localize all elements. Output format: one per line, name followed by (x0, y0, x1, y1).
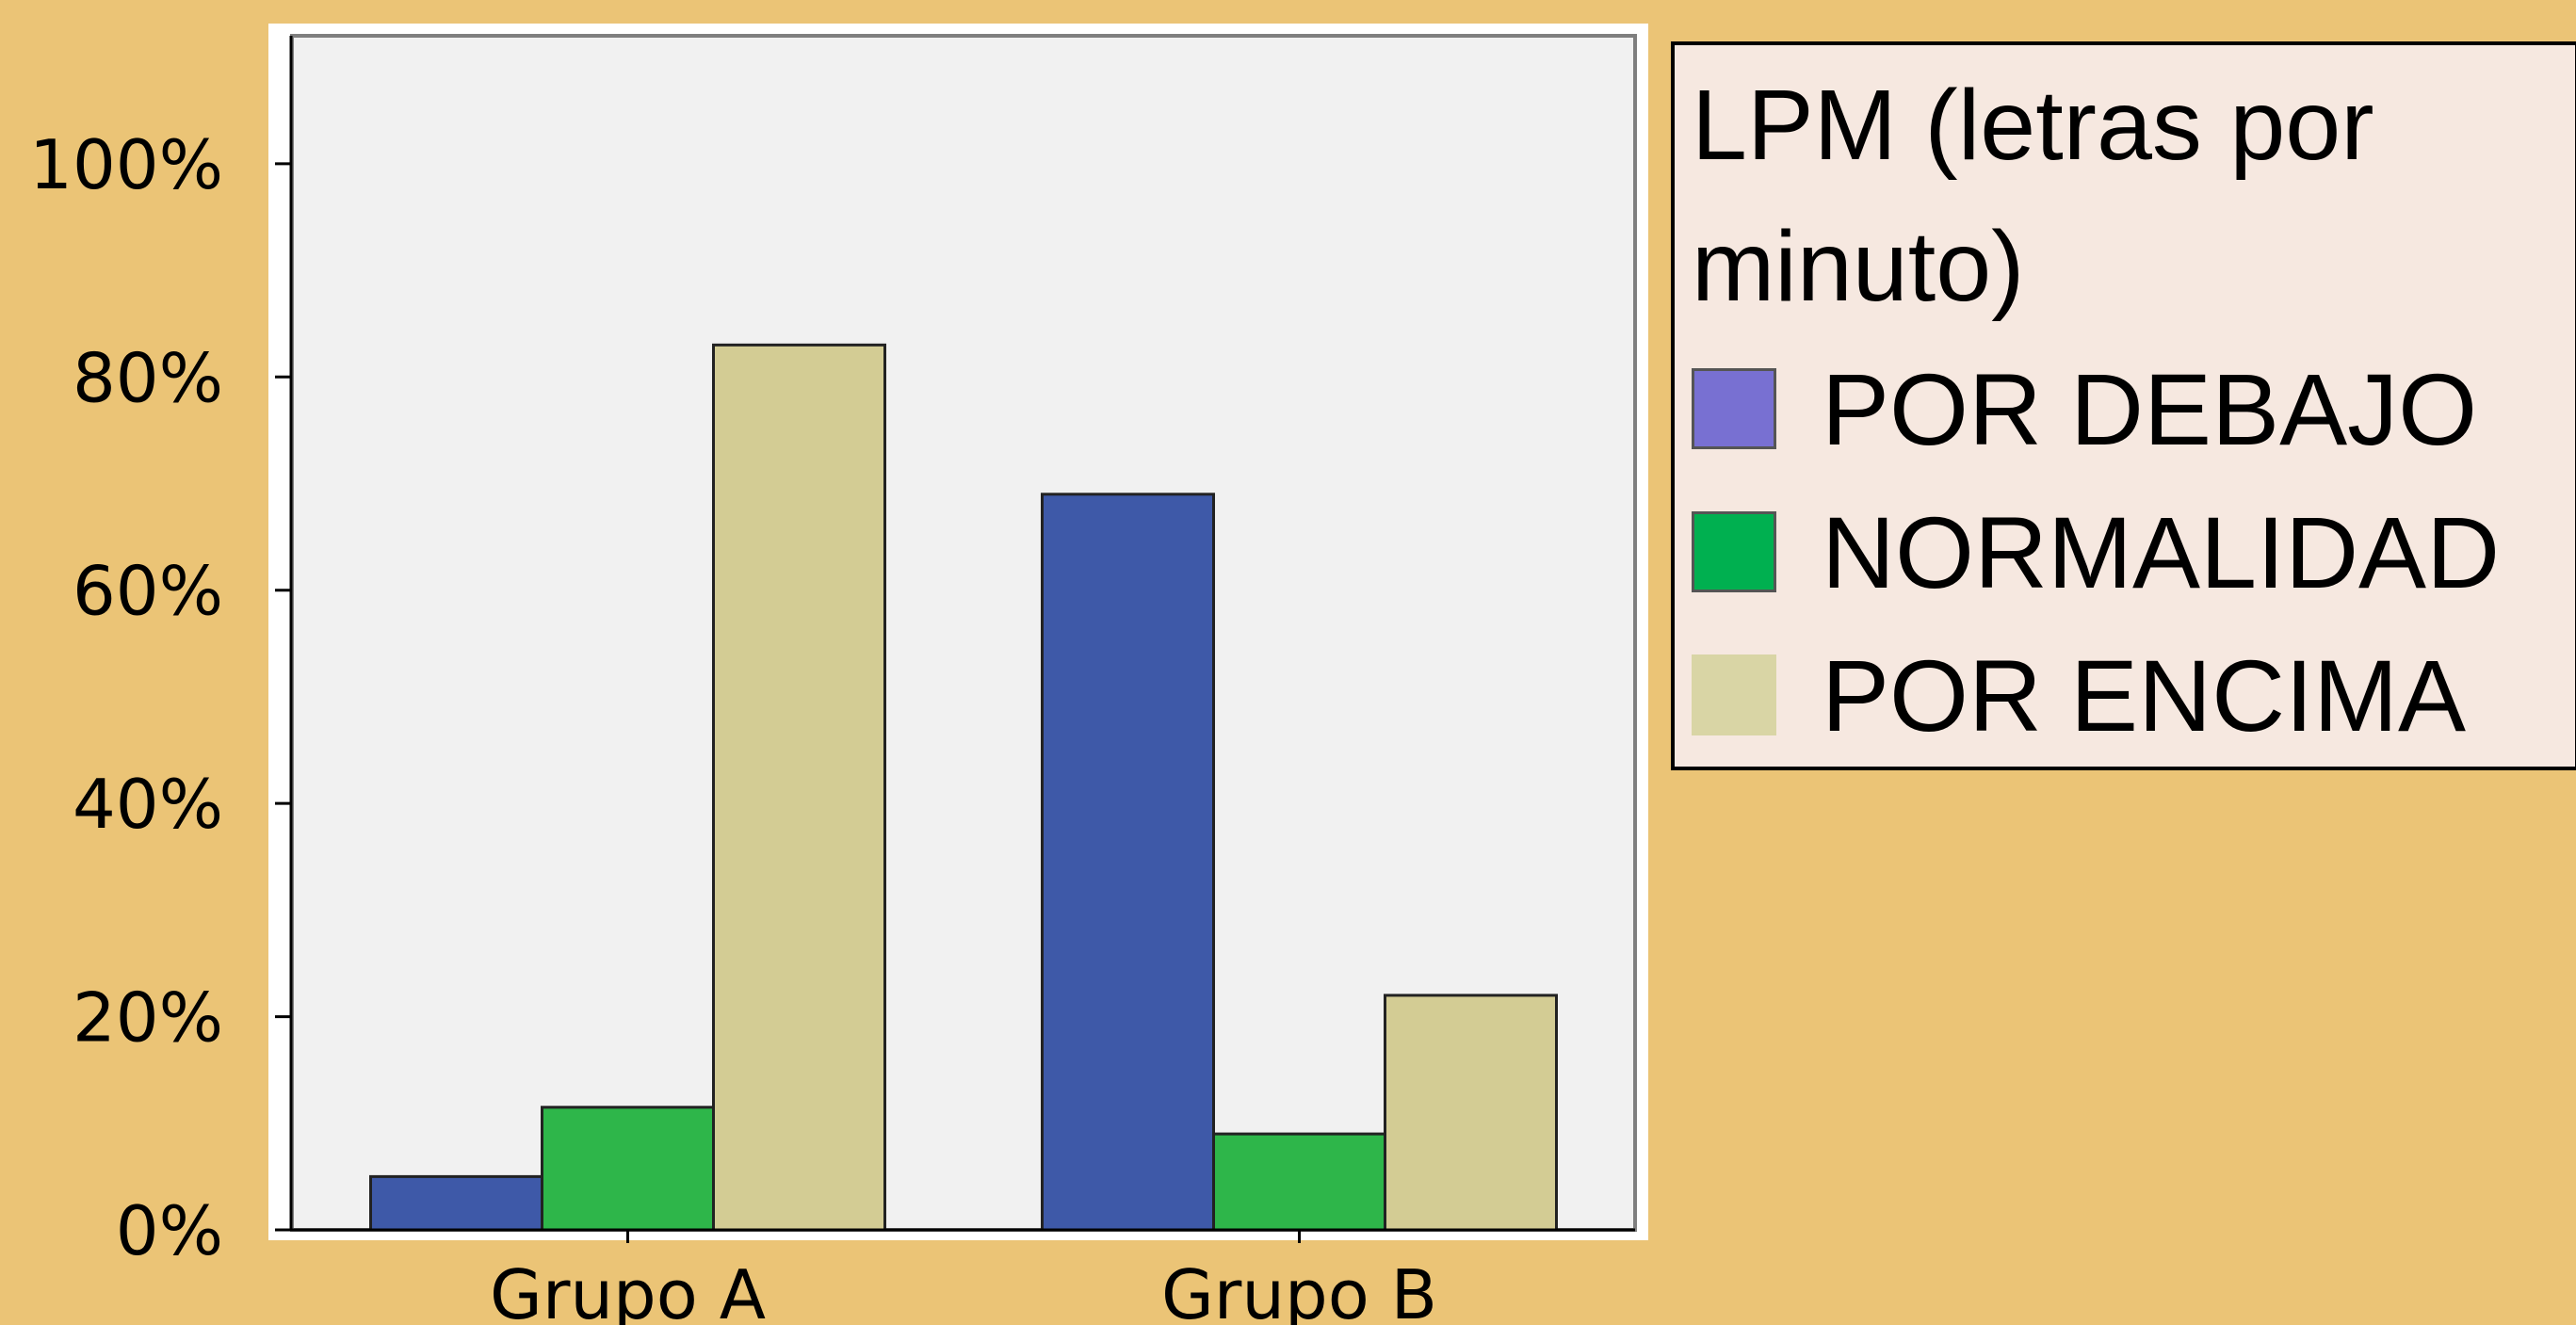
legend-swatch-normalidad (1692, 511, 1776, 592)
legend-label-por-encima: POR ENCIMA (1822, 638, 2467, 752)
legend-item-por-encima: POR ENCIMA (1692, 623, 2575, 767)
x-axis-ticks: Grupo A Grupo B (490, 1230, 1437, 1325)
y-tick-label: 80% (73, 338, 223, 417)
y-axis-ticks: 0% 20% 40% 60% 80% 100% (29, 125, 291, 1270)
legend-swatch-por-debajo (1692, 368, 1776, 449)
legend-title: LPM (letras por minuto) (1692, 70, 2374, 322)
legend-item-por-debajo: POR DEBAJO (1692, 337, 2575, 480)
bar-normalidad-grupo-b (1212, 1132, 1386, 1232)
x-category-label: Grupo A (490, 1255, 766, 1325)
y-tick-label: 20% (73, 978, 223, 1058)
x-category-label: Grupo B (1161, 1255, 1437, 1325)
bar-por-debajo-grupo-b (1041, 493, 1215, 1232)
bar-normalidad-grupo-a (541, 1106, 715, 1232)
bar-por-encima-grupo-a (712, 343, 886, 1232)
legend: LPM (letras por minuto) POR DEBAJO NORMA… (1671, 41, 2576, 770)
bars-group (369, 343, 1558, 1232)
y-tick-label: 100% (29, 125, 223, 204)
legend-swatch-por-encima (1692, 654, 1776, 735)
legend-label-por-debajo: POR DEBAJO (1822, 351, 2478, 466)
legend-label-normalidad: NORMALIDAD (1822, 494, 2501, 609)
y-tick-label: 0% (116, 1191, 223, 1270)
bar-por-debajo-grupo-a (369, 1174, 543, 1232)
y-tick-label: 60% (73, 552, 223, 631)
legend-item-normalidad: NORMALIDAD (1692, 480, 2575, 623)
bar-por-encima-grupo-b (1384, 994, 1558, 1232)
y-tick-label: 40% (73, 765, 223, 844)
